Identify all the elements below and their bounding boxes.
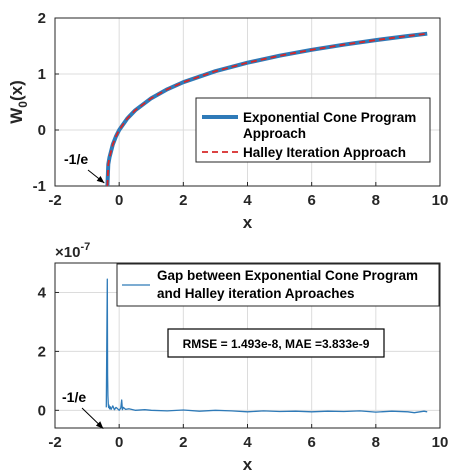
y-tick-label: 2 <box>38 10 46 27</box>
x-tick-label: -2 <box>48 434 61 451</box>
x-tick-label: 8 <box>372 434 380 451</box>
y-axis-label: W0(x) <box>7 80 30 124</box>
x-tick-label: 4 <box>243 192 252 209</box>
y-tick-label: 1 <box>38 66 46 83</box>
legend-entry-1-line-2: and Halley iteration Aproaches <box>157 286 355 301</box>
info-box <box>167 328 385 358</box>
exponent-power: -7 <box>80 241 90 253</box>
y-tick-label: 2 <box>38 343 46 360</box>
x-axis-label: x <box>243 213 253 232</box>
x-axis-label: x <box>243 455 253 474</box>
plot-frame <box>54 17 441 187</box>
x-tick-label: 6 <box>307 192 315 209</box>
x-tick-label: 2 <box>179 434 187 451</box>
legend-entry-2-line-1: Halley Iteration Approach <box>243 145 406 160</box>
legend-entry-1-line-1: Exponential Cone Program <box>243 110 416 125</box>
x-tick-label: 0 <box>115 434 123 451</box>
y-axis-label-suffix: (x) <box>7 80 26 101</box>
x-tick-label: 0 <box>115 192 123 209</box>
x-tick-label: -2 <box>48 192 61 209</box>
info-box-text: RMSE = 1.493e-8, MAE =3.833e-9 <box>183 337 370 351</box>
x-tick-label: 8 <box>372 192 380 209</box>
y-axis-label-main: W <box>7 107 26 124</box>
annotation-arrow-head <box>95 421 104 429</box>
y-tick-label: 0 <box>38 122 46 139</box>
x-tick-label: 10 <box>432 434 449 451</box>
x-tick-label: 2 <box>179 192 187 209</box>
exponent-base: ×10 <box>55 244 80 261</box>
x-tick-label: 6 <box>307 434 315 451</box>
y-tick-label: -1 <box>33 178 46 195</box>
annotation-label: -1/e <box>62 389 86 405</box>
annotation-arrow-head <box>96 175 105 183</box>
y-tick-label: 0 <box>38 402 46 419</box>
legend-entry-1-line-2: Approach <box>243 126 306 141</box>
legend-entry-1-line-1: Gap between Exponential Cone Program <box>157 268 418 283</box>
y-axis-label-subscript: 0 <box>16 101 30 108</box>
x-tick-label: 4 <box>243 434 252 451</box>
annotation-label: -1/e <box>64 151 88 167</box>
x-tick-label: 10 <box>432 192 449 209</box>
legend-box <box>116 263 440 307</box>
y-tick-label: 4 <box>38 284 47 301</box>
legend: Gap between Exponential Cone Program and … <box>116 263 440 307</box>
plot-frame <box>54 262 441 429</box>
series-line-1 <box>105 278 428 414</box>
exponent-label: ×10-7 <box>55 241 90 261</box>
series-line-2 <box>106 32 428 187</box>
